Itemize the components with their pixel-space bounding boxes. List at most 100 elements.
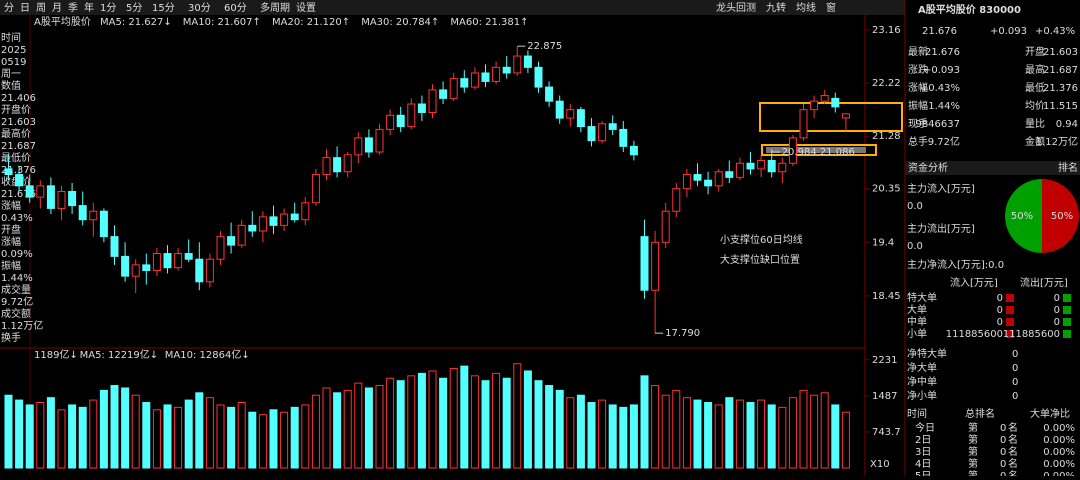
label: 均价 [1025,100,1045,112]
tab[interactable]: 5分 [126,2,142,14]
candle-body [714,171,723,187]
candle-body [131,264,140,277]
volume-bar [767,404,776,469]
volume-bar [661,394,670,469]
candle-body [99,210,108,238]
candle-body [301,202,310,221]
volume-bar [831,404,840,469]
candle-body [258,216,267,232]
label: 0.0 [907,241,923,252]
candle-body [555,100,564,119]
tool-button[interactable]: 均线 [796,1,816,14]
order-bar [1063,330,1071,338]
label: 0 [997,305,1003,316]
tab[interactable]: 1分 [100,2,116,14]
candle-body [439,89,448,99]
tab[interactable]: 年 [84,1,94,14]
volume-bar [248,411,257,469]
label: 0 [1054,293,1060,304]
volume-bar [25,404,34,469]
candle-body [831,97,840,108]
label: 17.790 [665,328,700,339]
tab[interactable]: 30分 [188,2,211,14]
label: 0.00% [1043,471,1075,476]
tab[interactable]: 15分 [152,2,175,14]
tool-button[interactable]: 窗 [826,1,836,14]
label: 中单 [907,315,927,328]
label: MA10: 21.607↑ [183,17,261,28]
label: 第 [968,421,978,434]
tab[interactable]: 分 [4,2,14,14]
label: 0.94 [1056,119,1078,130]
volume-bar [640,375,649,469]
label: 今日 [915,421,935,434]
tool-button[interactable]: 九转 [766,1,786,14]
candle-body [492,66,501,82]
label: 小支撑位60日均线 [720,233,803,246]
label: MA20: 21.120↑ [272,17,350,28]
label: 21.676 [1,189,36,200]
label: 0.43% [1,213,33,224]
volume-bar [396,380,405,469]
volume-bar [99,389,108,469]
label: 涨幅 [1,235,21,248]
label: 名 [1008,469,1018,476]
label: 名 [1008,457,1018,470]
label: 最低 [1025,81,1045,94]
candle-body [523,55,532,68]
label: 0.00% [1043,447,1075,458]
candle-body [396,114,405,128]
volume-bar [46,397,55,469]
candle-body [682,174,691,190]
label: 5日 [915,471,931,476]
tab[interactable]: 60分 [224,2,247,14]
label: 第 [968,469,978,476]
tab[interactable]: 周 [36,2,46,14]
volume-bar [301,404,310,469]
label: 0 [1000,447,1006,458]
label: A股平均股价 830000 [918,3,1021,16]
label: 21.603 [1,117,36,128]
label: 0 [997,293,1003,304]
tab[interactable]: 日 [20,3,30,14]
label: 大单净比 [1030,407,1070,420]
candle-body [757,159,766,170]
volume-bar [322,387,331,469]
label: 最高 [1025,63,1045,76]
highlight-box [759,102,903,132]
volume-bar [333,392,342,469]
volume-bar [174,406,183,469]
volume-bar [651,385,660,469]
toolbar [0,0,905,15]
label: 1.12万亿 [1036,135,1078,148]
label: +0.43% [920,83,960,94]
volume-bar [386,377,395,469]
volume-bar [4,394,13,469]
label: 18.45 [872,291,901,302]
tab[interactable]: 设置 [296,2,316,14]
label: 数值 [1,79,21,92]
tool-button[interactable]: 龙头回测 [716,1,756,14]
tab[interactable]: 月 [52,2,62,14]
volume-bar [693,399,702,469]
order-bar [1006,306,1014,314]
label: 0.00% [1043,459,1075,470]
label: 涨幅 [908,81,928,94]
volume-bar [205,397,214,469]
label: 2日 [915,435,931,446]
volume-bar [788,397,797,469]
volume-bar [746,402,755,469]
label: 涨幅 [1,199,21,212]
tab[interactable]: 多周期 [260,1,290,14]
tab[interactable]: 季 [68,2,78,14]
volume-bar [587,402,596,469]
volume-bar [407,375,416,469]
label: 振幅 [908,99,928,112]
candle-body [428,89,437,113]
label: 开盘 [1,223,21,236]
candle-body [68,190,77,207]
label: 21.676 [925,47,960,58]
candle-body [163,253,172,269]
label: 11.515 [1043,101,1078,112]
